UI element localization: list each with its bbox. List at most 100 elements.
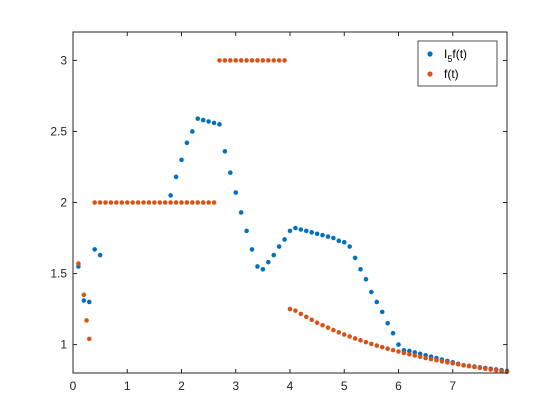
series-1-point [190,129,195,134]
series-2-point [428,356,434,362]
y-tick-label: 2 [60,196,67,210]
y-tick-label: 1 [60,338,67,352]
series-1-point [341,239,347,245]
series-2-point [276,58,282,63]
x-tick-label: 1 [124,379,131,393]
series-1-point [195,116,201,121]
series-2-point [434,357,439,363]
series-1-point [217,122,222,127]
series-1-point [407,348,412,354]
series-2-point [206,200,211,205]
series-1-point [293,225,298,231]
series-2-point [493,368,499,373]
series-1-point [298,227,304,232]
x-tick-label: 7 [449,379,456,393]
series-1-point [352,255,358,261]
series-2-point [211,200,217,205]
series-2-point [108,200,114,205]
series-2-point [81,292,87,298]
series-2-point [325,325,331,330]
series-1-point [211,120,217,126]
series-2-point [472,364,477,370]
series-2-point [407,351,412,357]
series-2-point [477,365,483,371]
series-2-point [439,359,445,364]
series-2-point [374,343,380,348]
series-2-point [190,200,195,205]
legend-label: I5f(t) [444,47,467,64]
series-2-point [152,200,157,205]
series-2-point [195,200,201,205]
series-2-point [124,200,130,205]
x-tick-label: 5 [341,379,348,393]
y-axis-ticks: 1 1.5 2 2.5 3 [50,53,507,352]
x-tick-label: 3 [232,379,239,393]
series-1-point [206,119,211,124]
series-2-point [466,363,472,369]
series-1-point [255,264,260,269]
series-2-point [119,200,125,205]
series-2-point [266,58,271,63]
series-2-point [396,349,401,354]
series-2-point [249,58,255,63]
series-1-point [271,252,277,258]
series-1-point [249,247,255,252]
series-2-point [369,341,374,347]
series-2-point [461,363,466,368]
series-1-point [282,237,287,242]
series-1-point [276,244,282,249]
series-2-point [358,338,363,343]
series-2-point [97,200,103,205]
series-1-point [396,342,401,347]
series-1-point [222,149,228,154]
series-1-point [244,228,249,234]
series-2-point [363,339,369,345]
series-2-point [168,200,173,205]
series-2-point [271,58,277,63]
series-2-point [499,368,504,374]
series-2-point [238,58,244,63]
series-2-point [341,332,347,337]
plot-axes: 0 1 2 3 4 5 6 7 1 1.5 2 2.5 3 [50,31,510,393]
series-2-point [423,355,428,361]
series-2-point [173,200,179,205]
series-2-point [157,200,163,205]
series-1-point [173,174,179,180]
series-2-point [228,58,233,63]
series-2-point [222,58,228,63]
series-2-point [282,58,287,63]
series-2-point [390,347,396,353]
series-2-point [445,360,450,365]
series-1-point [331,235,336,241]
series-2-point [379,344,385,350]
series-2-point [130,200,135,205]
series-2-point [103,200,108,205]
series-1-point [385,320,390,326]
legend-marker [427,71,433,77]
series-2-point [412,353,418,358]
series-2-point [303,314,309,320]
series-2-point [347,334,352,339]
series-2-point [141,200,146,205]
series-1-point [325,234,331,239]
series-1-point [347,244,352,249]
series-2-point [314,320,320,326]
series-1-point [369,289,374,295]
series-1-point [266,259,271,265]
series-1-point [314,231,320,237]
series-1-point [303,228,309,234]
series-2-point [417,354,423,360]
series-2-point [320,322,325,328]
series-1-point [238,210,244,215]
series-2-point [233,58,239,63]
series-1-point [363,276,369,282]
series-1-point [358,266,363,272]
x-tick-label: 0 [70,379,77,393]
series-1-point [390,330,396,336]
series-2-point [455,362,461,367]
y-tick-label: 2.5 [50,124,67,138]
series-1-point [309,230,315,235]
series-2-point [162,200,168,205]
data-markers [76,58,510,375]
series-2-point [483,366,488,372]
